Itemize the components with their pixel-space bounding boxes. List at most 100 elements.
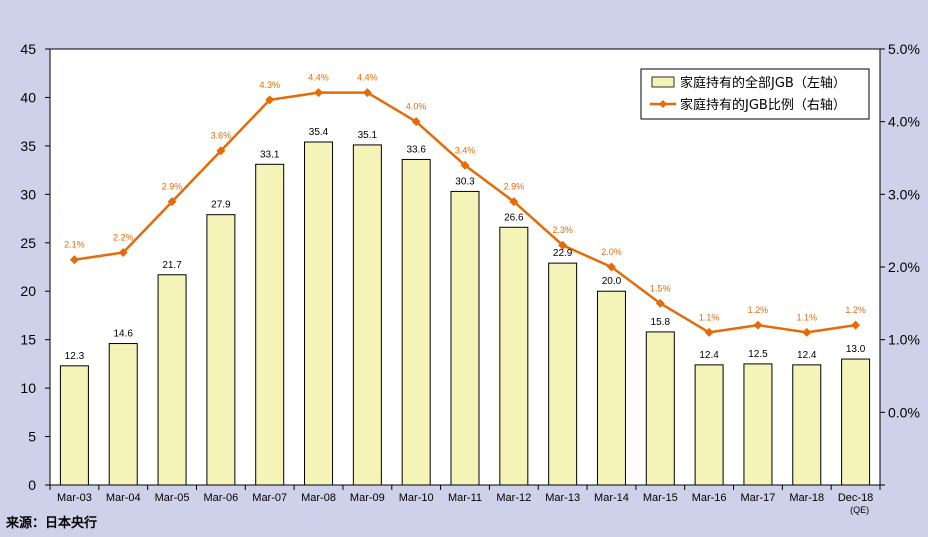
bar	[304, 141, 334, 486]
bar-value-label: 33.6	[406, 144, 426, 155]
y-left-tick-label: 10	[20, 380, 36, 396]
y-right-tick-label: 3.0%	[888, 186, 920, 202]
y-left-tick-label: 40	[20, 89, 36, 105]
bar-value-label: 13.0	[846, 344, 866, 355]
line-value-label: 1.1%	[699, 312, 720, 322]
y-right-tick-label: 2.0%	[888, 259, 920, 275]
line-point	[265, 95, 275, 105]
bar-value-label: 35.1	[358, 130, 378, 141]
x-tick-sublabel: (QE)	[850, 505, 869, 515]
x-tick-label: Mar-11	[448, 492, 482, 504]
line-point	[460, 160, 470, 170]
line-value-label: 1.2%	[748, 305, 769, 315]
x-tick-label: Mar-09	[350, 492, 385, 504]
bar-value-label: 12.3	[65, 351, 85, 362]
bar-value-label: 12.4	[699, 350, 719, 361]
line-value-label: 3.4%	[455, 145, 476, 155]
source-note: 来源：日本央行	[6, 516, 98, 531]
x-tick-label: Mar-08	[301, 492, 336, 504]
line-value-label: 3.6%	[211, 131, 232, 141]
line-value-label: 2.1%	[64, 240, 85, 250]
x-tick-label: Mar-07	[252, 492, 287, 504]
bar	[548, 262, 578, 486]
bar	[743, 363, 773, 486]
line-value-label: 1.2%	[845, 305, 866, 315]
x-tick-label: Mar-16	[692, 492, 727, 504]
line-point	[362, 88, 372, 98]
x-tick-label: Mar-18	[789, 492, 824, 504]
bar-value-label: 35.4	[309, 127, 329, 138]
line-point	[509, 197, 519, 207]
y-left-tick-label: 20	[20, 283, 36, 299]
x-tick-label: Dec-18	[838, 492, 873, 504]
line-point	[851, 320, 861, 330]
line-point	[802, 327, 812, 337]
line-value-label: 2.9%	[162, 182, 183, 192]
y-axis-left: 0 5 10 15 20 25 30 35 40 45	[20, 41, 50, 493]
y-left-tick-label: 35	[20, 138, 36, 154]
line-point	[118, 247, 128, 257]
x-tick-label: Mar-06	[203, 492, 238, 504]
bar	[108, 343, 138, 486]
bar	[59, 365, 89, 486]
y-right-tick-label: 1.0%	[888, 332, 920, 348]
line-value-label: 4.4%	[357, 73, 378, 83]
x-tick-label: Mar-12	[496, 492, 531, 504]
bar	[792, 364, 822, 486]
line-point	[69, 255, 79, 265]
x-tick-label: Mar-13	[545, 492, 580, 504]
bar-value-label: 26.6	[504, 212, 524, 223]
y-axis-right: 0.0% 1.0% 2.0% 3.0% 4.0% 5.0%	[880, 41, 920, 486]
legend-label-line: 家庭持有的JGB比例（右轴）	[680, 97, 846, 113]
line-point	[411, 117, 421, 127]
bar-value-label: 12.4	[797, 350, 817, 361]
line-value-label: 1.5%	[650, 283, 671, 293]
line-point	[655, 298, 665, 308]
bar	[206, 214, 236, 486]
line-layer	[69, 88, 861, 337]
y-left-tick-label: 30	[20, 186, 36, 202]
bar-value-label: 14.6	[114, 329, 134, 340]
bar-value-label: 22.9	[553, 248, 573, 259]
line-value-label: 4.4%	[308, 73, 329, 83]
line-value-label: 2.9%	[504, 182, 525, 192]
legend-bar-swatch	[651, 76, 675, 88]
bar-value-label: 12.5	[748, 349, 768, 360]
line-value-label: 2.3%	[552, 225, 573, 235]
line-point	[558, 240, 568, 250]
line-point	[314, 88, 324, 98]
bar	[450, 190, 480, 486]
y-left-tick-label: 15	[20, 332, 36, 348]
y-left-tick-label: 5	[28, 429, 36, 445]
bar-value-label: 30.3	[455, 176, 475, 187]
x-tick-label: Mar-10	[399, 492, 434, 504]
bars-layer	[59, 141, 871, 486]
line-point	[167, 197, 177, 207]
bar-value-label: 33.1	[260, 149, 280, 160]
line-point	[753, 320, 763, 330]
y-right-tick-label: 0.0%	[888, 404, 920, 420]
line-value-label: 4.3%	[259, 80, 280, 90]
x-tick-label: Mar-15	[643, 492, 678, 504]
bar	[694, 364, 724, 486]
bar	[352, 144, 382, 486]
line-value-label: 2.2%	[113, 232, 134, 242]
line-point	[704, 327, 714, 337]
bar	[841, 358, 871, 486]
y-left-tick-label: 0	[28, 477, 36, 493]
line-value-label: 2.0%	[601, 247, 622, 257]
bar-value-label: 21.7	[162, 260, 182, 271]
legend-box	[640, 68, 870, 120]
legend: 家庭持有的全部JGB（左轴） 家庭持有的JGB比例（右轴）	[640, 68, 870, 120]
x-tick-label: Mar-14	[594, 492, 629, 504]
x-tick-label: Mar-17	[741, 492, 776, 504]
bar-value-label: 27.9	[211, 200, 231, 211]
y-right-tick-label: 5.0%	[888, 41, 920, 57]
y-right-tick-label: 4.0%	[888, 114, 920, 130]
x-axis: Mar-03 Mar-04 Mar-05 Mar-06 Mar-07 Mar-08 Mar-…	[49, 485, 881, 515]
line-value-label: 4.0%	[406, 102, 427, 112]
bar	[596, 290, 626, 486]
line-point	[216, 146, 226, 156]
bar	[499, 226, 529, 486]
